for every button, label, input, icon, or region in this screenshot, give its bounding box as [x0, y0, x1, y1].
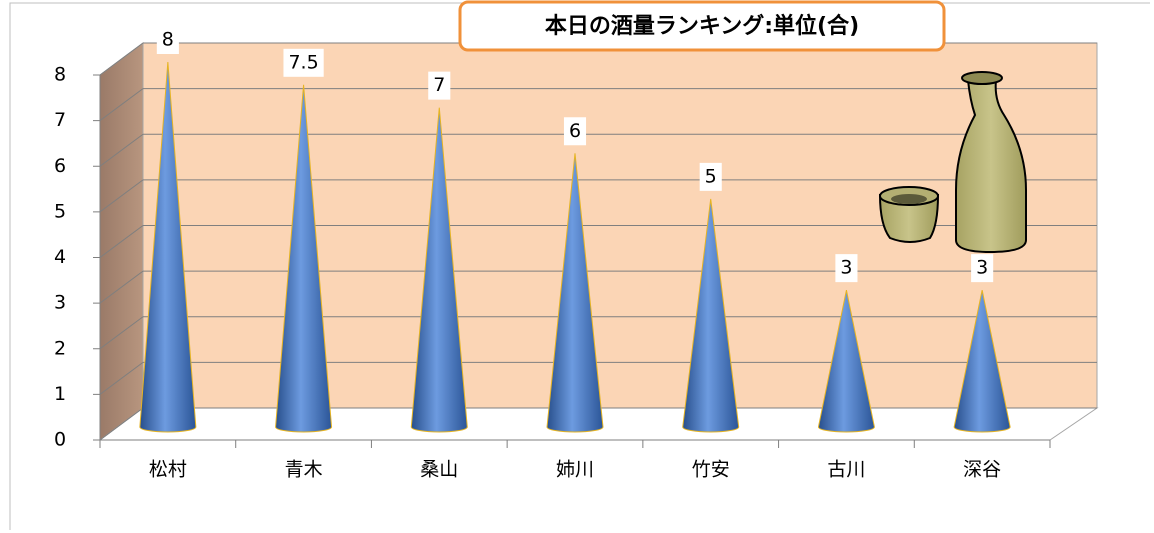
y-tick-label: 5 [54, 200, 66, 222]
side-grid-line [99, 407, 144, 441]
y-tick-label: 3 [54, 292, 66, 314]
side-grid-line [99, 42, 144, 76]
data-label-box [283, 48, 324, 77]
data-label: 3 [840, 257, 852, 279]
data-label-box [699, 162, 722, 191]
side-grid-line [99, 361, 144, 395]
cone [953, 290, 1011, 433]
sake-bottle [955, 71, 1027, 254]
cone [682, 198, 740, 433]
cone [546, 153, 604, 433]
cone [410, 107, 468, 433]
data-label: 3 [976, 257, 988, 279]
data-label: 5 [705, 165, 717, 187]
side-grid-line [99, 179, 144, 213]
x-tick-label: 古川 [827, 459, 865, 481]
data-label: 7.5 [288, 51, 318, 73]
chart-title: 本日の酒量ランキング:単位(合) [545, 13, 859, 39]
x-tick-label: 深谷 [963, 459, 1001, 481]
y-tick-label: 6 [54, 155, 66, 177]
data-label: 6 [569, 120, 581, 142]
side-grid-line [99, 270, 144, 304]
side-grid-line [99, 88, 144, 122]
data-label-box [428, 71, 451, 100]
x-tick-label: 松村 [149, 459, 187, 481]
x-tick-label: 姉川 [556, 459, 594, 481]
data-label-box [563, 117, 587, 146]
x-tick-label: 桑山 [420, 459, 458, 481]
y-tick-label: 1 [54, 383, 66, 405]
x-tick-label: 竹安 [692, 459, 730, 481]
x-tick-label: 青木 [285, 459, 323, 481]
side-grid-line [99, 225, 144, 258]
cone [275, 84, 333, 433]
y-tick-label: 2 [54, 337, 66, 359]
cone [139, 61, 197, 433]
marks: 松村 8 青木 7.5 桑山 7 姉川 6 竹安 5 古川 3 深谷 3 [139, 26, 1011, 481]
y-tick-label: 4 [54, 246, 66, 268]
y-tick-label: 7 [54, 109, 66, 131]
y-tick-label: 0 [54, 429, 66, 451]
data-label: 8 [162, 29, 174, 51]
y-tick-label: 8 [54, 64, 66, 86]
cone [817, 290, 875, 433]
side-grid-line [99, 316, 144, 350]
title-box [458, 0, 946, 52]
data-label: 7 [433, 74, 445, 96]
data-label-box [971, 254, 994, 283]
data-label-box [156, 26, 179, 54]
side-grid-line [99, 133, 144, 167]
data-label-box [835, 254, 858, 283]
sake-cup [878, 186, 940, 243]
